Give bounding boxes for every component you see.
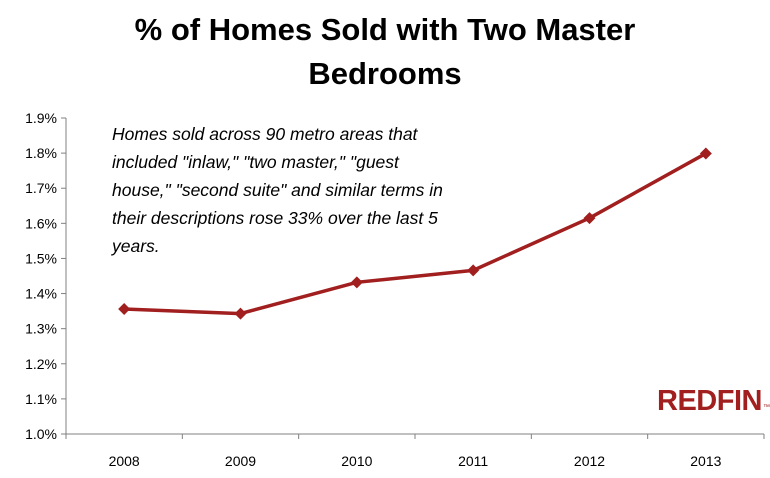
y-tick-label: 1.8% bbox=[25, 145, 57, 161]
data-point-marker bbox=[583, 212, 596, 225]
data-point-marker bbox=[699, 147, 712, 160]
data-point-marker bbox=[118, 303, 131, 316]
y-tick-label: 1.0% bbox=[25, 426, 57, 442]
x-tick-labels: 2008 2009 2010 2011 2012 2013 bbox=[109, 453, 722, 469]
chart-title-line-2: Bedrooms bbox=[308, 56, 462, 91]
annotation-line-4: their descriptions rose 33% over the las… bbox=[112, 208, 438, 228]
chart-title-line-1: % of Homes Sold with Two Master bbox=[134, 12, 636, 47]
annotation-line-3: house," "second suite" and similar terms… bbox=[112, 180, 443, 200]
x-tick-label: 2013 bbox=[690, 453, 721, 469]
y-tick-label: 1.3% bbox=[25, 321, 57, 337]
x-tick-label: 2011 bbox=[458, 453, 488, 469]
annotation-line-1: Homes sold across 90 metro areas that bbox=[112, 124, 418, 144]
x-tick-label: 2008 bbox=[109, 453, 140, 469]
redfin-logo: REDFIN bbox=[657, 385, 762, 417]
annotation-line-2: included "inlaw," "two master," "guest bbox=[112, 152, 399, 172]
y-tick-label: 1.4% bbox=[25, 286, 57, 302]
x-tick-label: 2010 bbox=[341, 453, 372, 469]
chart-annotation: Homes sold across 90 metro areas that in… bbox=[112, 120, 532, 260]
x-tick-label: 2012 bbox=[574, 453, 605, 469]
y-tick-label: 1.9% bbox=[25, 110, 57, 126]
y-tick-label: 1.7% bbox=[25, 180, 57, 196]
y-tick-labels: 1.0% 1.1% 1.2% 1.3% 1.4% 1.5% 1.6% 1.7% 1.8% 1.9% bbox=[25, 110, 57, 442]
chart-title: % of Homes Sold with Two Master Bedrooms bbox=[0, 8, 770, 96]
y-tick-label: 1.1% bbox=[25, 391, 57, 407]
y-tick-label: 1.6% bbox=[25, 215, 57, 231]
data-point-marker bbox=[234, 307, 247, 320]
x-tick-label: 2009 bbox=[225, 453, 256, 469]
redfin-logo-trademark: ™ bbox=[763, 404, 770, 411]
data-point-marker bbox=[350, 276, 363, 289]
y-tick-label: 1.5% bbox=[25, 250, 57, 266]
y-tick-label: 1.2% bbox=[25, 356, 57, 372]
series-layer bbox=[118, 147, 712, 320]
series-line bbox=[124, 151, 707, 316]
annotation-line-5: years. bbox=[112, 236, 160, 256]
chart-axes bbox=[61, 117, 765, 439]
data-point-marker bbox=[467, 264, 480, 277]
